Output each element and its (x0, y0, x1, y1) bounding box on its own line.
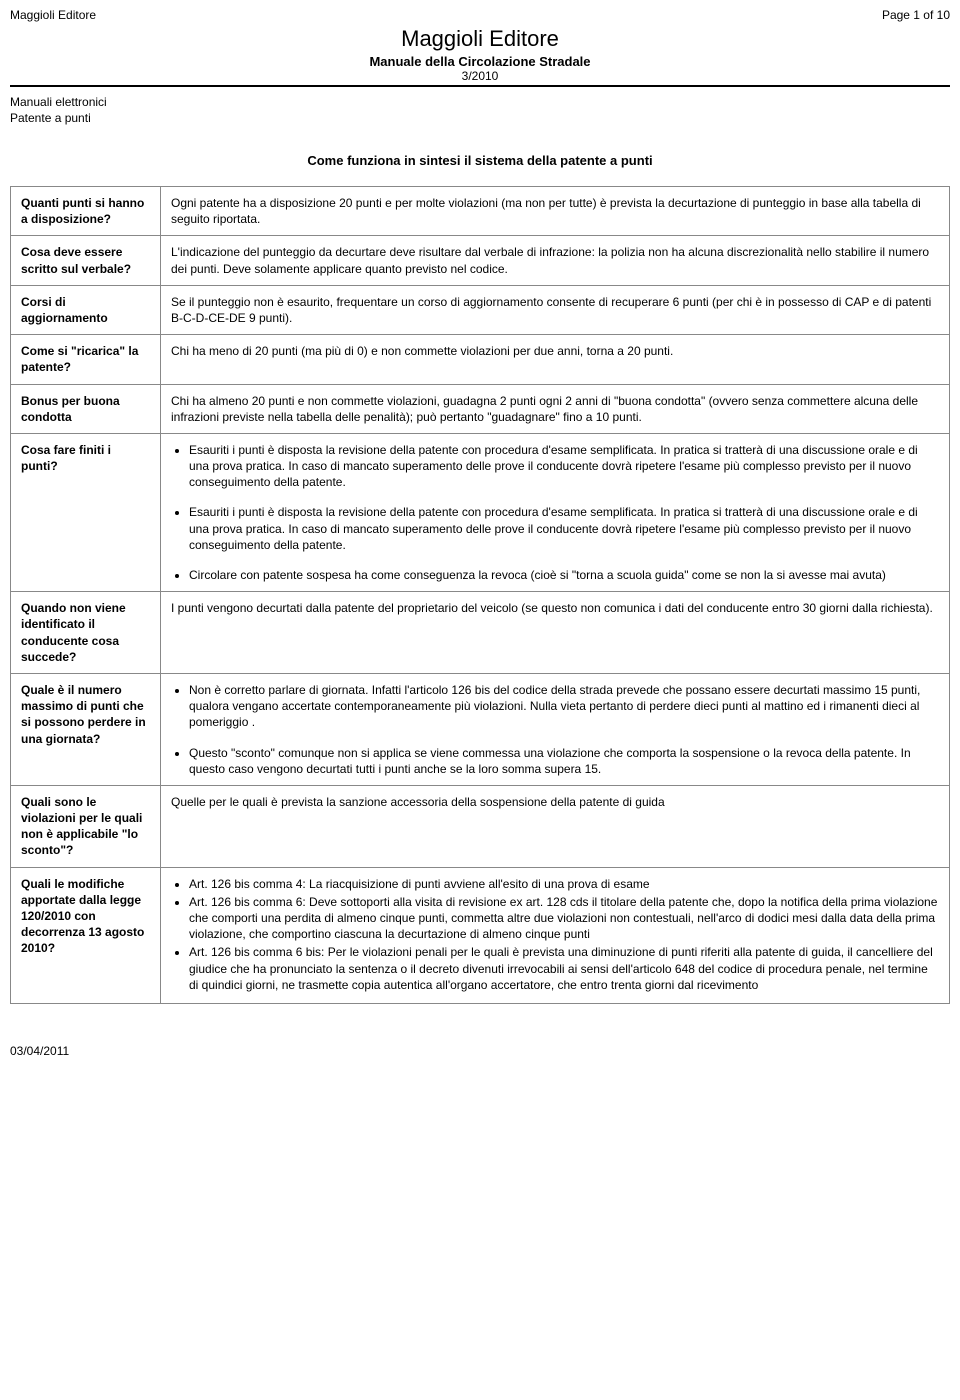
faq-question: Come si "ricarica" la patente? (11, 335, 161, 384)
faq-row: Quali le modifiche apportate dalla legge… (11, 867, 950, 1003)
faq-row: Quali sono le violazioni per le quali no… (11, 785, 950, 867)
faq-question: Corsi di aggiornamento (11, 285, 161, 334)
footer-date: 03/04/2011 (10, 1044, 950, 1058)
faq-row: Quale è il numero massimo di punti che s… (11, 673, 950, 785)
faq-answer-item: Non è corretto parlare di giornata. Infa… (189, 682, 939, 731)
publication-title: Maggioli Editore (10, 26, 950, 52)
publisher-top-left: Maggioli Editore (10, 8, 96, 22)
publication-issue: 3/2010 (10, 69, 950, 83)
faq-answer: L'indicazione del punteggio da decurtare… (161, 236, 950, 285)
faq-answer-item: Esauriti i punti è disposta la revisione… (189, 504, 939, 553)
faq-answer: Quelle per le quali è prevista la sanzio… (161, 785, 950, 867)
faq-row: Corsi di aggiornamentoSe il punteggio no… (11, 285, 950, 334)
faq-row: Quanti punti si hanno a disposizione?Ogn… (11, 187, 950, 236)
faq-row: Come si "ricarica" la patente?Chi ha men… (11, 335, 950, 384)
breadcrumb-line-2: Patente a punti (10, 111, 950, 125)
faq-answer: I punti vengono decurtati dalla patente … (161, 592, 950, 674)
faq-answer-item: Art. 126 bis comma 6: Deve sottoporti al… (189, 894, 939, 943)
faq-question: Quali le modifiche apportate dalla legge… (11, 867, 161, 1003)
faq-answer-item: Esauriti i punti è disposta la revisione… (189, 442, 939, 491)
faq-row: Cosa fare finiti i punti? Esauriti i punt… (11, 433, 950, 591)
faq-row: Quando non viene identificato il conduce… (11, 592, 950, 674)
faq-question: Cosa deve essere scritto sul verbale? (11, 236, 161, 285)
faq-row: Bonus per buona condottaChi ha almeno 20… (11, 384, 950, 433)
faq-answer-list: Non è corretto parlare di giornata. Infa… (189, 682, 939, 777)
faq-question: Cosa fare finiti i punti? (11, 433, 161, 591)
faq-row: Cosa deve essere scritto sul verbale?L'i… (11, 236, 950, 285)
faq-table: Quanti punti si hanno a disposizione?Ogn… (10, 186, 950, 1004)
document-header: Maggioli Editore Manuale della Circolazi… (10, 26, 950, 87)
page-indicator: Page 1 of 10 (882, 8, 950, 22)
breadcrumb-line-1: Manuali elettronici (10, 95, 950, 109)
faq-answer-item: Art. 126 bis comma 6 bis: Per le violazi… (189, 944, 939, 993)
article-title: Come funziona in sintesi il sistema dell… (10, 153, 950, 168)
faq-question: Quali sono le violazioni per le quali no… (11, 785, 161, 867)
faq-answer-item: Art. 126 bis comma 4: La riacquisizione … (189, 876, 939, 892)
faq-question: Quanti punti si hanno a disposizione? (11, 187, 161, 236)
faq-answer: Se il punteggio non è esaurito, frequent… (161, 285, 950, 334)
faq-answer: Esauriti i punti è disposta la revisione… (161, 433, 950, 591)
faq-answer: Art. 126 bis comma 4: La riacquisizione … (161, 867, 950, 1003)
faq-answer-item: Questo "sconto" comunque non si applica … (189, 745, 939, 777)
faq-answer-list: Art. 126 bis comma 4: La riacquisizione … (189, 876, 939, 993)
faq-question: Quale è il numero massimo di punti che s… (11, 673, 161, 785)
publication-subtitle: Manuale della Circolazione Stradale (10, 54, 950, 69)
faq-answer: Ogni patente ha a disposizione 20 punti … (161, 187, 950, 236)
faq-question: Bonus per buona condotta (11, 384, 161, 433)
faq-answer-item: Circolare con patente sospesa ha come co… (189, 567, 939, 583)
faq-answer: Chi ha meno di 20 punti (ma più di 0) e … (161, 335, 950, 384)
faq-answer-list: Esauriti i punti è disposta la revisione… (189, 442, 939, 583)
faq-question: Quando non viene identificato il conduce… (11, 592, 161, 674)
faq-answer: Non è corretto parlare di giornata. Infa… (161, 673, 950, 785)
faq-answer: Chi ha almeno 20 punti e non commette vi… (161, 384, 950, 433)
